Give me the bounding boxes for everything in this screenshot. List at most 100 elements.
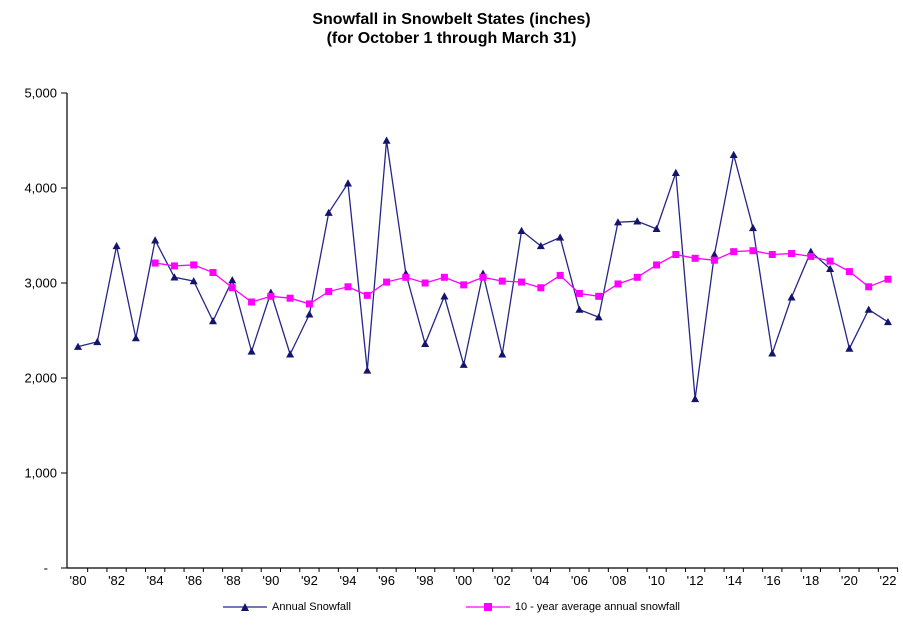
ten-year-average-point-marker	[845, 268, 853, 276]
annual-snowfall-point-marker	[131, 334, 140, 342]
annual-snowfall-point-marker	[286, 350, 295, 358]
x-tick-label: '98	[417, 573, 434, 588]
ten-year-average-point-marker	[749, 247, 757, 255]
x-tick-label: '18	[802, 573, 819, 588]
chart-title: Snowfall in Snowbelt States (inches) (fo…	[0, 10, 903, 48]
chart-title-line1: Snowfall in Snowbelt States (inches)	[312, 11, 591, 28]
annual-snowfall-triangle-icon	[223, 603, 267, 611]
ten-year-average-point-marker	[344, 283, 352, 291]
ten-year-average-point-marker	[537, 284, 545, 292]
ten-year-average-point-marker	[190, 261, 198, 269]
annual-snowfall-point-marker	[343, 179, 352, 187]
y-tick-label: 4,000	[24, 181, 57, 196]
y-tick-label: 3,000	[24, 276, 57, 291]
x-tick-label: '04	[532, 573, 549, 588]
x-tick-label: '22	[879, 573, 896, 588]
x-tick-label: '94	[340, 573, 357, 588]
ten-year-average-point-marker	[730, 248, 738, 256]
annual-snowfall-point-marker	[845, 344, 854, 352]
x-tick-label: '80	[70, 573, 87, 588]
annual-snowfall-point-marker	[556, 233, 565, 241]
ten-year-average-point-marker	[768, 251, 776, 258]
x-tick-label: '86	[185, 573, 202, 588]
annual-snowfall-point-marker	[864, 305, 873, 313]
x-tick-label: '14	[725, 573, 742, 588]
annual-snowfall-point-marker	[305, 310, 314, 318]
ten-year-average-point-marker	[363, 291, 371, 299]
ten-year-average-point-marker	[170, 262, 178, 270]
annual-snowfall-point-marker	[74, 342, 82, 350]
ten-year-average-point-marker	[228, 284, 236, 292]
annual-snowfall-point-marker	[826, 264, 835, 272]
annual-snowfall-point-marker	[208, 317, 217, 325]
x-tick-label: '88	[224, 573, 241, 588]
x-tick-label: '08	[610, 573, 627, 588]
ten-year-average-point-marker	[595, 292, 603, 300]
annual-snowfall-point-marker	[363, 366, 372, 374]
ten-year-average-point-marker	[575, 289, 583, 297]
ten-year-average-point-marker	[556, 271, 564, 279]
legend-label-10yr-average: 10 - year average annual snowfall	[514, 601, 680, 613]
annual-snowfall-point-marker	[613, 218, 622, 226]
ten-year-average-point-marker	[209, 269, 217, 277]
ten-year-average-point-marker	[267, 292, 275, 300]
annual-snowfall-point-marker	[575, 305, 584, 313]
ten-year-average-point-marker	[151, 259, 159, 267]
ten-year-average-point-marker	[672, 251, 680, 258]
annual-snowfall-point-marker	[710, 250, 719, 258]
x-tick-label: '20	[841, 573, 858, 588]
ten-year-average-point-marker	[498, 277, 506, 285]
annual-snowfall-point-marker	[883, 317, 892, 326]
annual-snowfall-point-marker	[652, 224, 661, 233]
x-tick-label: '00	[455, 573, 472, 588]
ten-year-average-point-marker	[865, 283, 873, 291]
ten-year-average-point-marker	[653, 261, 661, 269]
ten-year-average-point-marker	[633, 273, 641, 281]
ten-year-average-point-marker	[614, 280, 622, 288]
legend-item-10yr-average: 10 - year average annual snowfall	[465, 601, 680, 613]
y-tick-label: 1,000	[24, 466, 57, 481]
y-tick-label: 5,000	[24, 86, 57, 101]
annual-snowfall-point-marker	[729, 150, 738, 158]
ten-year-average-point-marker	[286, 294, 294, 302]
annual-snowfall-point-marker	[112, 241, 121, 250]
ten-year-average-point-line	[155, 250, 889, 305]
ten-year-average-point-marker	[248, 298, 256, 306]
x-tick-label: '06	[571, 573, 588, 588]
annual-snowfall-point-marker	[421, 339, 430, 347]
x-tick-label: '16	[764, 573, 781, 588]
ten-year-average-point-marker	[383, 278, 391, 286]
annual-snowfall-point-marker	[536, 241, 545, 250]
x-tick-label: '92	[301, 573, 318, 588]
ten-year-average-point-marker	[402, 273, 410, 281]
annual-snowfall-point-marker	[787, 293, 796, 301]
ten-year-average-point-marker	[826, 257, 834, 265]
annual-snowfall-point-marker	[594, 313, 603, 321]
annual-snowfall-point-marker	[93, 337, 102, 346]
chart-legend: Annual Snowfall 10 - year average annual…	[0, 601, 903, 613]
x-tick-label: '96	[378, 573, 395, 588]
annual-snowfall-point-marker	[691, 394, 700, 403]
ten-year-average-point-marker	[710, 256, 718, 264]
x-tick-label: '84	[147, 573, 164, 588]
ten-year-average-point-marker	[325, 288, 333, 296]
annual-snowfall-point-marker	[633, 217, 642, 225]
x-tick-label: '02	[494, 573, 511, 588]
ten-year-average-point-marker	[788, 250, 796, 258]
x-tick-label: '90	[262, 573, 279, 588]
annual-snowfall-point-marker	[170, 273, 179, 281]
legend-item-annual-snowfall: Annual Snowfall	[223, 601, 351, 613]
ten-year-average-point-marker	[421, 279, 429, 287]
average-snowfall-square-icon	[465, 603, 510, 611]
x-tick-label: '12	[687, 573, 704, 588]
chart-title-line2: (for October 1 through March 31)	[326, 30, 577, 47]
y-tick-label: 2,000	[24, 371, 57, 386]
annual-snowfall-point-marker	[748, 223, 757, 232]
x-tick-label: '82	[108, 573, 125, 588]
annual-snowfall-point-marker	[440, 292, 449, 300]
annual-snowfall-point-marker	[247, 347, 256, 355]
y-tick-label: -	[44, 561, 48, 576]
ten-year-average-point-marker	[479, 273, 487, 281]
